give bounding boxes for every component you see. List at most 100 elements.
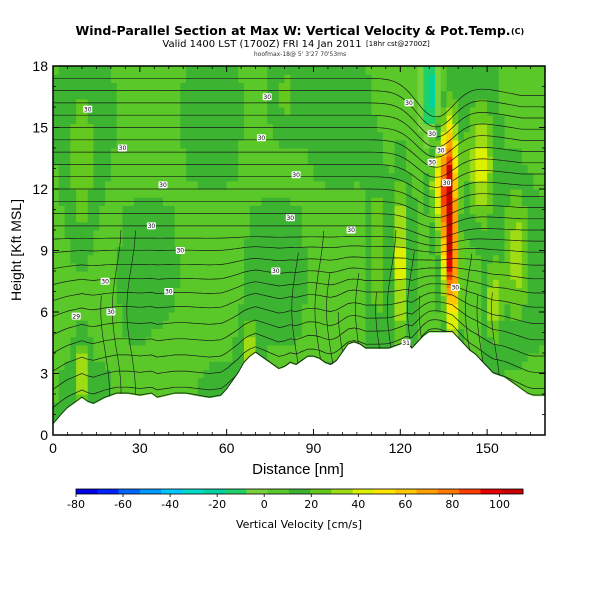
velocity-cell: [53, 254, 60, 264]
velocity-cell: [330, 353, 338, 362]
velocity-cell: [278, 82, 286, 92]
x-tick-label: 0: [49, 440, 57, 456]
velocity-cell: [122, 213, 129, 223]
velocity-cell: [527, 213, 535, 223]
velocity-cell: [411, 262, 419, 272]
velocity-cell: [157, 262, 164, 272]
velocity-cell: [191, 361, 199, 370]
velocity-cell: [313, 180, 320, 190]
velocity-cell: [504, 107, 511, 116]
velocity-cell: [87, 164, 95, 174]
velocity-cell: [319, 254, 326, 264]
velocity-cell: [452, 107, 459, 116]
velocity-cell: [191, 320, 199, 329]
velocity-cell: [168, 205, 176, 215]
velocity-cell: [365, 238, 372, 247]
velocity-cell: [215, 353, 222, 362]
velocity-cell: [475, 271, 482, 280]
velocity-cell: [446, 90, 453, 100]
velocity-cell: [122, 107, 129, 116]
velocity-cell: [134, 312, 141, 321]
velocity-cell: [220, 180, 228, 190]
velocity-cell: [105, 205, 112, 215]
velocity-cell: [492, 98, 500, 108]
velocity-cell: [261, 353, 268, 362]
velocity-cell: [348, 254, 355, 264]
velocity-cell: [296, 353, 303, 362]
velocity-cell: [342, 131, 349, 141]
velocity-cell: [162, 336, 170, 346]
velocity-cell: [53, 385, 60, 395]
velocity-cell: [191, 156, 199, 165]
velocity-cell: [87, 271, 95, 280]
velocity-cell: [504, 254, 511, 264]
velocity-cell: [162, 205, 170, 215]
velocity-cell: [70, 82, 77, 92]
velocity-cell: [296, 66, 303, 75]
colorbar-swatch: [331, 489, 354, 494]
velocity-cell: [336, 115, 344, 124]
velocity-cell: [203, 328, 210, 338]
velocity-cell: [330, 271, 338, 280]
velocity-cell: [498, 328, 506, 338]
velocity-cell: [81, 230, 89, 239]
velocity-cell: [87, 344, 95, 354]
velocity-cell: [510, 221, 517, 231]
velocity-cell: [411, 98, 419, 108]
velocity-cell: [388, 180, 396, 190]
velocity-cell: [174, 344, 181, 354]
velocity-cell: [406, 131, 413, 141]
colorbar-swatch: [182, 489, 205, 494]
velocity-cell: [319, 230, 326, 239]
velocity-cell: [244, 189, 251, 198]
velocity-cell: [70, 230, 77, 239]
isentrope-line: [314, 230, 324, 360]
velocity-cell: [406, 230, 413, 239]
velocity-cell: [307, 156, 315, 165]
velocity-cell: [539, 303, 545, 313]
velocity-cell: [382, 131, 390, 141]
velocity-cell: [134, 82, 141, 92]
velocity-cell: [527, 377, 535, 387]
velocity-cell: [255, 254, 262, 264]
velocity-cell: [105, 189, 112, 198]
velocity-cell: [504, 189, 511, 198]
velocity-cell: [348, 164, 355, 174]
velocity-cell: [209, 303, 216, 313]
velocity-cell: [197, 246, 205, 256]
velocity-cell: [145, 377, 152, 387]
velocity-cell: [284, 271, 291, 280]
velocity-cell: [498, 82, 506, 92]
contour-label-text: 30: [405, 100, 413, 107]
velocity-cell: [342, 205, 349, 215]
velocity-cell: [186, 254, 193, 264]
velocity-cell: [481, 312, 488, 321]
velocity-cell: [388, 336, 396, 346]
velocity-cell: [435, 180, 442, 190]
velocity-cell: [139, 180, 147, 190]
velocity-cell: [527, 82, 535, 92]
velocity-cell: [417, 66, 425, 75]
velocity-cell: [481, 139, 488, 149]
isentrope-line: [126, 230, 136, 395]
velocity-cell: [220, 369, 228, 379]
velocity-cell: [301, 295, 309, 305]
velocity-cell: [469, 156, 477, 165]
velocity-cell: [359, 164, 367, 174]
velocity-cell: [411, 320, 419, 329]
velocity-cell: [458, 131, 465, 141]
velocity-cell: [533, 336, 540, 346]
velocity-cell: [99, 312, 106, 321]
velocity-cell: [475, 189, 482, 198]
velocity-cell: [93, 279, 100, 288]
velocity-cell: [539, 172, 545, 182]
velocity-cell: [226, 295, 234, 305]
velocity-cell: [481, 287, 488, 297]
velocity-cell: [58, 271, 66, 280]
velocity-cell: [516, 295, 523, 305]
velocity-cell: [440, 82, 448, 92]
velocity-cell: [365, 107, 372, 116]
velocity-cell: [348, 279, 355, 288]
velocity-cell: [510, 279, 517, 288]
velocity-cell: [307, 90, 315, 100]
